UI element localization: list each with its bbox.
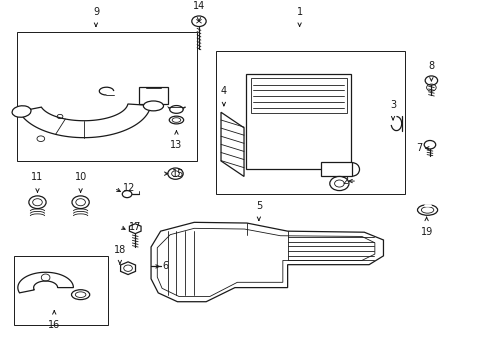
Ellipse shape <box>172 118 181 122</box>
Text: 17: 17 <box>128 221 141 231</box>
Polygon shape <box>157 228 374 296</box>
Polygon shape <box>151 222 383 302</box>
Ellipse shape <box>71 290 89 300</box>
Text: 8: 8 <box>427 61 433 71</box>
Text: 14: 14 <box>192 1 204 12</box>
Text: 2: 2 <box>342 176 348 186</box>
Circle shape <box>72 196 89 208</box>
Bar <box>17 32 196 161</box>
Bar <box>245 74 351 170</box>
Text: 9: 9 <box>93 6 99 17</box>
Text: 16: 16 <box>48 320 60 330</box>
Ellipse shape <box>75 292 86 297</box>
Ellipse shape <box>143 101 163 111</box>
Bar <box>250 78 346 113</box>
Circle shape <box>424 76 437 85</box>
Ellipse shape <box>169 116 183 124</box>
Bar <box>139 86 167 104</box>
Text: 7: 7 <box>416 143 422 153</box>
Bar <box>321 162 351 176</box>
Bar <box>215 51 404 194</box>
Text: 3: 3 <box>389 100 395 110</box>
Circle shape <box>167 168 183 179</box>
Circle shape <box>424 140 435 149</box>
Text: 5: 5 <box>255 201 262 211</box>
Bar <box>15 256 108 325</box>
Text: 15: 15 <box>171 168 183 179</box>
Polygon shape <box>121 262 135 275</box>
Text: 18: 18 <box>114 245 126 255</box>
Circle shape <box>191 16 206 27</box>
Text: 10: 10 <box>74 172 86 183</box>
Text: 6: 6 <box>162 261 168 271</box>
Circle shape <box>329 176 348 190</box>
Polygon shape <box>19 104 150 138</box>
Text: 19: 19 <box>420 227 432 237</box>
Ellipse shape <box>417 205 437 215</box>
Circle shape <box>122 190 132 198</box>
Text: 12: 12 <box>122 183 135 193</box>
Text: 1: 1 <box>296 6 302 17</box>
Text: 11: 11 <box>31 172 43 183</box>
Polygon shape <box>129 224 141 234</box>
Ellipse shape <box>12 106 31 117</box>
Text: 13: 13 <box>170 140 182 150</box>
Polygon shape <box>18 272 73 293</box>
Circle shape <box>29 196 46 208</box>
Text: 4: 4 <box>221 86 226 96</box>
Polygon shape <box>221 112 244 176</box>
Ellipse shape <box>421 207 433 213</box>
